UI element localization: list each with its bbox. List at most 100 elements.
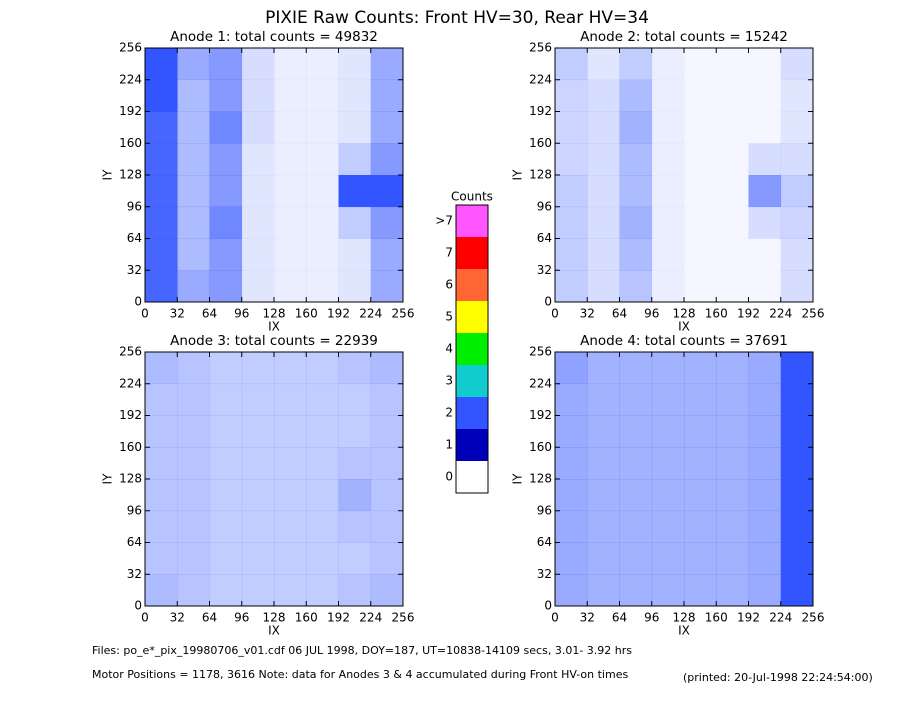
heatmap-cell	[274, 238, 307, 271]
heatmap-cell	[338, 574, 372, 607]
y-tick-label: 96	[537, 199, 552, 213]
heatmap-cell	[306, 383, 339, 416]
heatmap-cell	[145, 206, 178, 239]
heatmap-cell	[684, 143, 717, 176]
heatmap-cell	[338, 206, 372, 239]
heatmap-cell	[241, 238, 275, 271]
heatmap-cell	[241, 143, 275, 176]
heatmap-cell	[145, 270, 178, 303]
heatmap-cell	[338, 510, 372, 543]
colorbar-frame	[455, 204, 489, 494]
heatmap-cell	[338, 143, 372, 176]
heatmap-cell	[619, 542, 653, 575]
heatmap-cell	[651, 238, 685, 271]
heatmap-cell	[619, 143, 653, 176]
heatmap-cell	[651, 574, 685, 607]
heatmap-cell	[780, 143, 814, 176]
heatmap-cell	[145, 352, 178, 385]
heatmap-cell	[145, 542, 178, 575]
heatmap-cell	[716, 175, 749, 208]
heatmap-cell	[651, 48, 685, 81]
heatmap-cell	[274, 206, 307, 239]
y-tick-label: 128	[119, 168, 142, 182]
heatmap-cell	[145, 415, 178, 448]
x-tick-label: 64	[202, 307, 217, 321]
heatmap-cell	[555, 542, 588, 575]
heatmap-cell	[780, 270, 814, 303]
x-tick-label: 0	[551, 611, 559, 625]
heatmap-cell	[370, 574, 404, 607]
x-tick-label: 96	[644, 611, 659, 625]
heatmap-cell	[780, 79, 814, 112]
heatmap-cell	[306, 143, 339, 176]
heatmap-cell	[338, 175, 372, 208]
heatmap-cell	[338, 415, 372, 448]
y-axis-label: IY	[511, 169, 525, 181]
heatmap-cell	[651, 479, 685, 512]
heatmap-cell	[555, 111, 588, 144]
heatmap-cell	[241, 479, 275, 512]
heatmap-cell	[587, 415, 620, 448]
heatmap-cell	[370, 206, 404, 239]
heatmap-cell	[780, 510, 814, 543]
heatmap-cell	[306, 542, 339, 575]
heatmap-cell	[274, 111, 307, 144]
heatmap-cell	[587, 270, 620, 303]
heatmap-cell	[716, 447, 749, 480]
heatmap-cell	[370, 542, 404, 575]
heatmap-cell	[306, 238, 339, 271]
heatmap-cell	[619, 510, 653, 543]
y-tick-label: 192	[529, 408, 552, 422]
heatmap-cell	[209, 238, 243, 271]
x-tick-label: 224	[769, 307, 792, 321]
x-tick-label: 32	[170, 611, 185, 625]
heatmap-cell	[587, 48, 620, 81]
heatmap-cell	[274, 79, 307, 112]
heatmap-cell	[209, 206, 243, 239]
heatmap-cell	[306, 111, 339, 144]
heatmap-cell	[209, 447, 243, 480]
x-tick-label: 64	[612, 611, 627, 625]
heatmap-cell	[555, 574, 588, 607]
heatmap-cell	[684, 175, 717, 208]
heatmap-cell	[555, 143, 588, 176]
y-tick-label: 160	[119, 136, 142, 150]
x-tick-label: 128	[673, 307, 696, 321]
x-tick-label: 32	[580, 611, 595, 625]
heatmap-cell	[748, 175, 782, 208]
heatmap-cell	[338, 479, 372, 512]
heatmap-cell	[587, 383, 620, 416]
panel-title: Anode 2: total counts = 15242	[580, 29, 788, 45]
heatmap-cell	[370, 383, 404, 416]
heatmap-cell	[716, 79, 749, 112]
x-tick-label: 256	[802, 611, 825, 625]
x-axis-label: IX	[678, 624, 690, 638]
panel-title: Anode 1: total counts = 49832	[170, 29, 378, 45]
heatmap-cell	[145, 143, 178, 176]
x-tick-label: 160	[295, 611, 318, 625]
panel-title: Anode 4: total counts = 37691	[580, 333, 788, 349]
heatmap-cell	[684, 48, 717, 81]
heatmap-cell	[274, 510, 307, 543]
x-tick-label: 96	[644, 307, 659, 321]
heatmap-cell	[587, 352, 620, 385]
heatmap-cell	[306, 479, 339, 512]
x-tick-label: 192	[737, 611, 760, 625]
heatmap-cell	[370, 48, 404, 81]
heatmap-cell	[619, 206, 653, 239]
heatmap-cell	[274, 143, 307, 176]
x-tick-label: 192	[327, 611, 350, 625]
y-tick-label: 64	[127, 231, 142, 245]
heatmap-cell	[651, 447, 685, 480]
heatmap-cell	[651, 415, 685, 448]
heatmap-cell	[684, 383, 717, 416]
heatmap-cell	[748, 574, 782, 607]
heatmap-cell	[587, 143, 620, 176]
y-tick-label: 32	[127, 263, 142, 277]
heatmap-cell	[651, 79, 685, 112]
heatmap-cell	[651, 542, 685, 575]
heatmap-cell	[748, 383, 782, 416]
x-tick-label: 32	[580, 307, 595, 321]
heatmap-cell	[241, 542, 275, 575]
heatmap-cell	[684, 510, 717, 543]
